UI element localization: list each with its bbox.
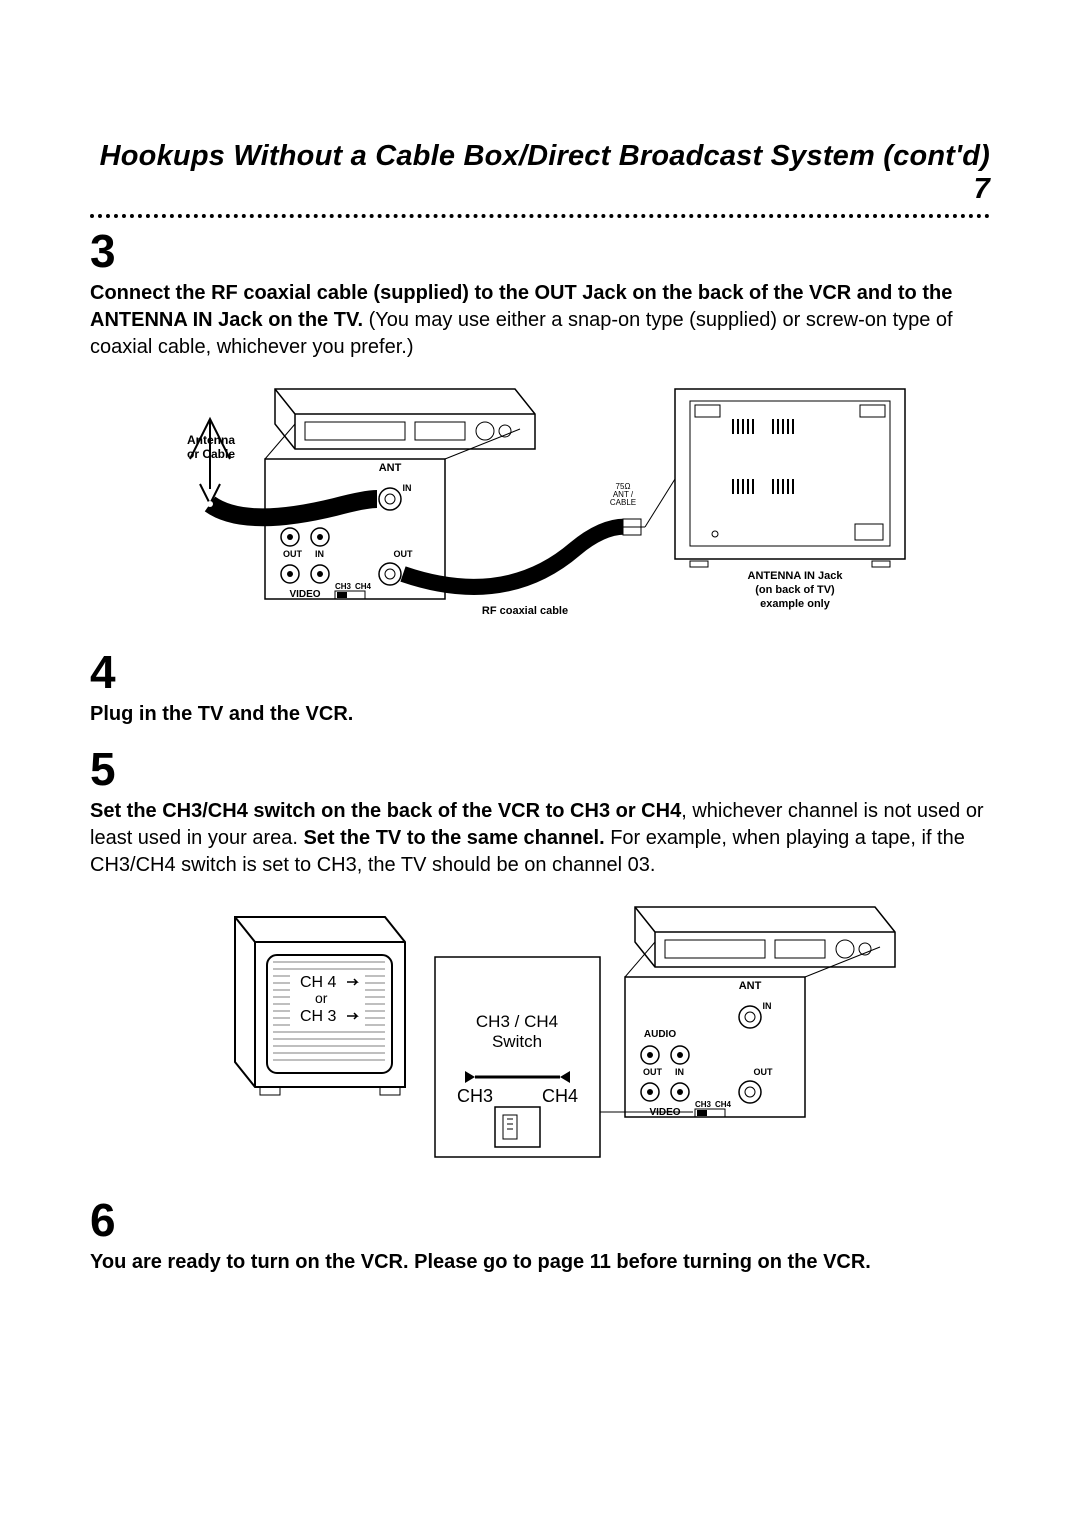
diagram-1: Antenna or Cable ANT IN AUDIO [155, 379, 925, 629]
svg-text:CH4: CH4 [715, 1100, 732, 1109]
svg-text:CH 4: CH 4 [300, 974, 337, 991]
diagram-2: CH 4 or CH 3 CH3 / CH4 Switch CH3 CH4 [155, 897, 925, 1177]
svg-text:or: or [315, 990, 328, 1006]
vcr-box [275, 389, 535, 449]
svg-text:IN: IN [675, 1067, 684, 1077]
antenna-label-1: Antenna [187, 433, 235, 447]
svg-text:CH4: CH4 [542, 1086, 578, 1106]
svg-text:OUT: OUT [283, 549, 303, 559]
step-3-body: Connect the RF coaxial cable (supplied) … [90, 280, 990, 361]
svg-text:CH3: CH3 [335, 582, 352, 591]
step-3-number: 3 [90, 228, 990, 274]
svg-text:VIDEO: VIDEO [289, 589, 320, 600]
antenna-label-2: or Cable [187, 447, 235, 461]
step-5-number: 5 [90, 746, 990, 792]
step-5-body: Set the CH3/CH4 switch on the back of th… [90, 798, 990, 879]
tv-monitor: CH 4 or CH 3 [235, 917, 405, 1095]
step-5-bold2: Set the TV to the same channel. [303, 827, 604, 849]
svg-text:IN: IN [403, 483, 412, 493]
step-5-bold1: Set the CH3/CH4 switch on the back of th… [90, 800, 681, 822]
svg-text:CABLE: CABLE [610, 498, 636, 507]
switch-block: CH3 / CH4 Switch CH3 CH4 [435, 957, 600, 1157]
svg-text:Switch: Switch [492, 1032, 542, 1051]
svg-text:CH3: CH3 [457, 1086, 493, 1106]
svg-text:AUDIO: AUDIO [644, 1029, 676, 1040]
svg-text:CH3: CH3 [695, 1100, 712, 1109]
svg-text:IN: IN [763, 1001, 772, 1011]
svg-text:OUT: OUT [754, 1067, 774, 1077]
svg-text:CH 3: CH 3 [300, 1008, 337, 1025]
svg-text:CH4: CH4 [355, 582, 372, 591]
tv-caption-2: (on back of TV) [755, 584, 835, 596]
antenna-arrow [190, 419, 230, 504]
page-title: Hookups Without a Cable Box/Direct Broad… [90, 140, 990, 206]
tv-caption-3: example only [760, 598, 831, 610]
svg-text:CH3 / CH4: CH3 / CH4 [476, 1012, 558, 1031]
rf-label: RF coaxial cable [482, 605, 568, 617]
svg-text:OUT: OUT [643, 1067, 663, 1077]
svg-text:ANT: ANT [379, 462, 402, 474]
svg-text:IN: IN [315, 549, 324, 559]
step-6-bold: You are ready to turn on the VCR. Please… [90, 1251, 871, 1273]
svg-text:ANT: ANT [739, 980, 762, 992]
vcr-small [635, 907, 895, 967]
step-6-body: You are ready to turn on the VCR. Please… [90, 1249, 990, 1276]
svg-text:OUT: OUT [394, 549, 414, 559]
dotted-rule [90, 214, 990, 218]
tv-caption-1: ANTENNA IN Jack [748, 570, 844, 582]
step-6-number: 6 [90, 1197, 990, 1243]
step-4-number: 4 [90, 649, 990, 695]
vcr-back-panel-2: ANT IN AUDIO OUT IN OUT VIDEO CH3 CH4 [600, 942, 880, 1118]
tv-back: 75Ω ANT / CABLE [605, 389, 905, 567]
step-4-body: Plug in the TV and the VCR. [90, 701, 990, 728]
step-4-bold: Plug in the TV and the VCR. [90, 703, 353, 725]
